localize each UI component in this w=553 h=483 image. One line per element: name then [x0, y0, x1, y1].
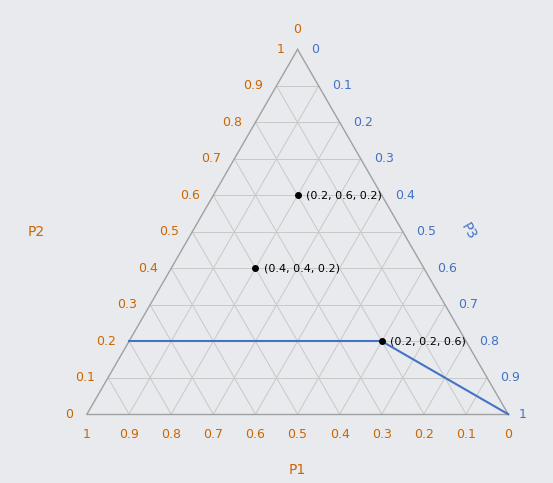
Text: 0.5: 0.5: [159, 225, 179, 238]
Text: 0.4: 0.4: [395, 189, 415, 202]
Text: 0.6: 0.6: [437, 262, 457, 275]
Text: 0.5: 0.5: [416, 225, 436, 238]
Text: 0.8: 0.8: [222, 116, 242, 129]
Text: 0: 0: [504, 427, 512, 440]
Text: 0.9: 0.9: [243, 79, 263, 92]
Text: 1: 1: [276, 43, 284, 56]
Text: 1: 1: [519, 408, 527, 421]
Text: 0.9: 0.9: [500, 371, 520, 384]
Text: 0.4: 0.4: [138, 262, 158, 275]
Text: 0.2: 0.2: [96, 335, 116, 348]
Text: 0: 0: [294, 23, 301, 36]
Text: 0.2: 0.2: [414, 427, 434, 440]
Text: 0.1: 0.1: [456, 427, 476, 440]
Text: P2: P2: [28, 225, 45, 239]
Text: 0.5: 0.5: [288, 427, 307, 440]
Text: P3: P3: [458, 221, 478, 243]
Text: (0.2, 0.6, 0.2): (0.2, 0.6, 0.2): [306, 190, 382, 200]
Text: 0.8: 0.8: [479, 335, 499, 348]
Text: 0.6: 0.6: [180, 189, 200, 202]
Text: (0.4, 0.4, 0.2): (0.4, 0.4, 0.2): [264, 263, 340, 273]
Text: 0.7: 0.7: [204, 427, 223, 440]
Text: 0.3: 0.3: [374, 152, 394, 165]
Text: P1: P1: [289, 463, 306, 477]
Text: 0.9: 0.9: [119, 427, 139, 440]
Text: (0.2, 0.2, 0.6): (0.2, 0.2, 0.6): [390, 336, 466, 346]
Text: 0.7: 0.7: [201, 152, 221, 165]
Text: 0.3: 0.3: [117, 298, 137, 311]
Text: 0.4: 0.4: [330, 427, 349, 440]
Text: 0.6: 0.6: [246, 427, 265, 440]
Text: 1: 1: [83, 427, 91, 440]
Text: 0.2: 0.2: [353, 116, 373, 129]
Text: 0.7: 0.7: [458, 298, 478, 311]
Text: 0.8: 0.8: [161, 427, 181, 440]
Text: 0.1: 0.1: [75, 371, 95, 384]
Text: 0: 0: [65, 408, 74, 421]
Text: 0: 0: [311, 43, 319, 56]
Text: 0.3: 0.3: [372, 427, 392, 440]
Text: 0.1: 0.1: [332, 79, 352, 92]
